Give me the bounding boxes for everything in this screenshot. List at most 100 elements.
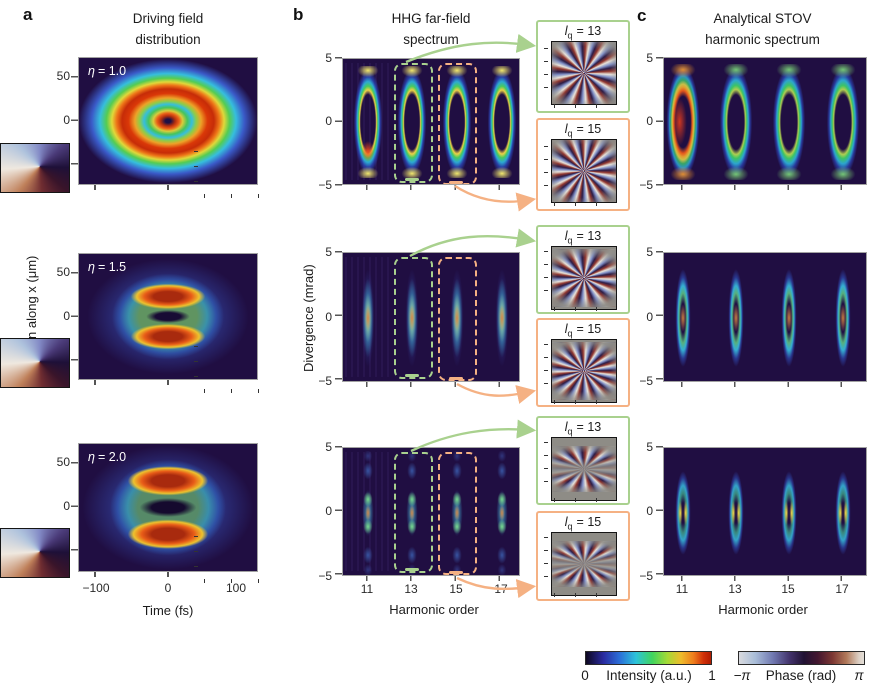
axis-ticks	[681, 576, 846, 581]
harmonic-13-ring	[719, 64, 753, 180]
c-ytick: 5	[646, 51, 653, 65]
lq13-inset-row1: lq = 13	[536, 20, 630, 113]
phase-min: −π	[733, 668, 751, 683]
panel-a-title: Driving field distribution	[78, 9, 258, 51]
harmonic-15-ring	[772, 64, 806, 180]
lq13-label: lq = 13	[564, 420, 602, 437]
c-ytick: 5	[646, 245, 653, 259]
inset-x-ticks	[554, 400, 612, 404]
phase-vortex-inset-3	[0, 528, 70, 578]
axis-ticks	[71, 462, 78, 552]
axis-ticks	[656, 57, 663, 187]
green-tab	[405, 178, 419, 181]
harmonic-17-ring	[826, 64, 860, 180]
tick-mark	[167, 380, 169, 385]
tick-mark	[94, 185, 96, 190]
lq13-label: lq = 13	[564, 24, 602, 41]
b-ytick: −5	[318, 178, 332, 192]
c-xtick: 17	[835, 582, 849, 596]
eta-label-1: η = 1.0	[88, 64, 127, 78]
b-xtick: 15	[449, 582, 463, 596]
c-xtick: 13	[728, 582, 742, 596]
phase-pinwheel-15	[551, 532, 617, 596]
intensity-colorbar	[585, 651, 712, 665]
lq15-label: lq = 15	[564, 515, 602, 532]
panel-c-label: c	[637, 6, 647, 25]
inset-x-ticks	[204, 194, 264, 198]
c-xtick: 11	[675, 582, 689, 596]
panel-a-x-axis-label: Time (fs)	[142, 603, 194, 618]
a-ytick: 0	[63, 113, 70, 127]
phase-max: π	[854, 668, 864, 683]
phase-pinwheel-15	[551, 339, 617, 403]
lq15-label: lq = 15	[564, 322, 602, 339]
inset-x-ticks	[554, 307, 612, 311]
b-ytick: 0	[325, 114, 332, 128]
lq15-inset-row3: lq = 15	[536, 511, 630, 601]
tick-mark	[167, 572, 169, 577]
orange-tab	[449, 181, 463, 184]
inset-y-ticks	[544, 344, 548, 396]
panel-b-title-line2: spectrum	[403, 31, 459, 47]
phase-pinwheel-13	[551, 246, 617, 310]
tick-mark	[94, 572, 96, 577]
heatmap-c-row2	[663, 252, 867, 382]
harmonic-11-streak	[675, 266, 691, 370]
b-xtick: 11	[360, 582, 374, 596]
harmonic-15-streak	[781, 266, 797, 370]
c-ytick: −5	[639, 569, 653, 583]
lq13-inset-row2: lq = 13	[536, 225, 630, 314]
harmonic-11-ring	[666, 64, 700, 180]
intensity-max: 1	[708, 668, 716, 683]
green-highlight-box	[394, 63, 433, 183]
panel-a-label: a	[23, 5, 33, 24]
axis-ticks	[366, 185, 504, 190]
c-ytick: −5	[639, 374, 653, 388]
inset-x-ticks	[204, 389, 264, 393]
b-ytick: 5	[325, 51, 332, 65]
phase-vortex-inset-2	[0, 338, 70, 388]
harmonic-13-streak	[728, 266, 744, 370]
tick-mark	[94, 380, 96, 385]
harmonic-15-streak	[450, 266, 464, 370]
c-ytick: 0	[646, 114, 653, 128]
inset-x-ticks	[554, 498, 612, 502]
tick-mark	[167, 185, 169, 190]
inset-x-ticks	[554, 104, 612, 108]
b-xtick: 13	[404, 582, 418, 596]
axis-ticks	[656, 251, 663, 383]
a-ytick: 50	[56, 265, 70, 279]
phase-colorbar	[738, 651, 865, 665]
b-ytick: 0	[325, 310, 332, 324]
axis-ticks	[335, 251, 342, 383]
intensity-label: Intensity (a.u.)	[606, 668, 692, 683]
pinwheel-pattern	[552, 249, 616, 307]
axis-ticks	[71, 272, 78, 362]
harmonic-13-streak	[405, 451, 419, 575]
harmonic-17-streak	[835, 469, 851, 557]
lq13-inset-row3: lq = 13	[536, 416, 630, 505]
orange-tab	[449, 571, 463, 574]
harmonic-17-ring	[487, 66, 517, 178]
a-ytick: 50	[56, 455, 70, 469]
axis-ticks	[656, 446, 663, 577]
axis-ticks	[335, 57, 342, 187]
axis-ticks	[366, 576, 504, 581]
harmonic-17-streak	[495, 451, 509, 575]
inset-y-ticks	[544, 251, 548, 303]
a-ytick: 0	[63, 499, 70, 513]
panel-c-title-line2: harmonic spectrum	[705, 31, 820, 47]
inset-y-ticks	[544, 146, 548, 198]
harmonic-11-streak	[675, 469, 691, 557]
b-ytick: 0	[325, 504, 332, 518]
eta-label-3: η = 2.0	[88, 450, 127, 464]
axis-ticks	[681, 382, 846, 387]
inset-x-ticks	[554, 593, 612, 597]
harmonic-11-streak	[361, 451, 375, 575]
phase-pinwheel-13	[551, 437, 617, 501]
harmonic-17-streak	[495, 266, 509, 370]
harmonic-13-streak	[728, 469, 744, 557]
phase-label: Phase (rad)	[765, 668, 837, 683]
phase-pinwheel-13	[551, 41, 617, 105]
inset-y-ticks	[544, 48, 548, 100]
